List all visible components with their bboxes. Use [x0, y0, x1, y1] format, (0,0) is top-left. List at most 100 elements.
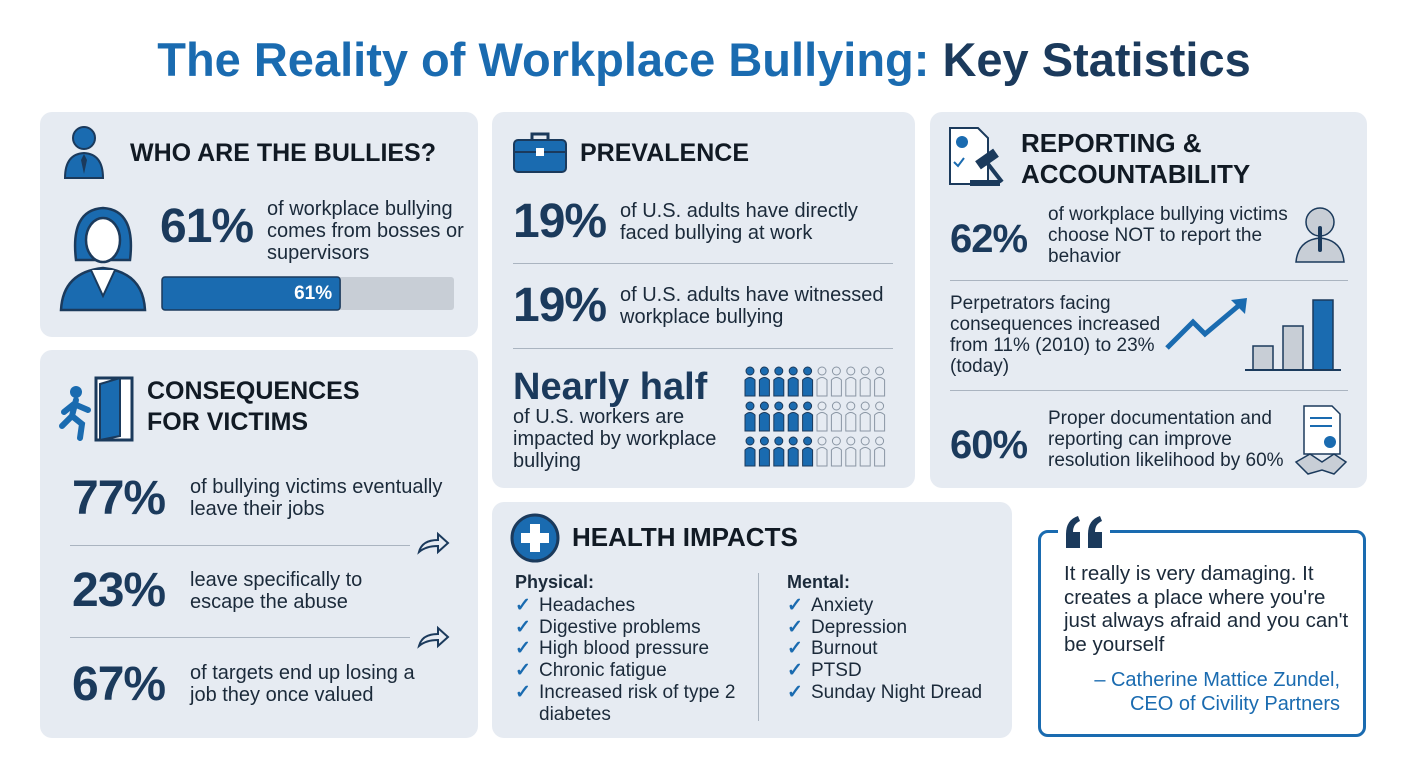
- person-figure: [744, 401, 756, 432]
- bar-label: 61%: [294, 283, 332, 304]
- person-body: [773, 447, 785, 467]
- prevalence-stat: 19%: [513, 279, 607, 332]
- reporting-text: Perpetrators facing consequences increas…: [950, 293, 1161, 377]
- person-head: [803, 366, 813, 376]
- people-grid: [744, 366, 886, 467]
- mental-list: AnxietyDepressionBurnoutPTSDSunday Night…: [787, 595, 1002, 704]
- person-head: [846, 401, 856, 411]
- person-head: [745, 366, 755, 376]
- person-body: [744, 412, 756, 432]
- bullies-stat: 61%: [160, 200, 254, 253]
- person-body: [802, 447, 814, 467]
- separator: [70, 637, 410, 638]
- person-figure: [773, 401, 785, 432]
- person-head: [817, 436, 827, 446]
- person-head: [803, 401, 813, 411]
- consequence-text: of targets end up losing a job they once…: [190, 662, 415, 706]
- person-body: [845, 447, 857, 467]
- physical-list: HeadachesDigestive problemsHigh blood pr…: [515, 595, 740, 725]
- person-body: [874, 412, 886, 432]
- person-body: [830, 447, 842, 467]
- prevalence-highlight-text: of U.S. workers are impacted by workplac…: [513, 406, 717, 472]
- person-body: [874, 447, 886, 467]
- person-head: [846, 366, 856, 376]
- person-body: [816, 377, 828, 397]
- person-head: [745, 401, 755, 411]
- handshake-document-icon: [1294, 405, 1348, 475]
- quote-text: It really is very damaging. It creates a…: [1064, 562, 1349, 656]
- person-figure: [802, 401, 814, 432]
- person-head: [860, 366, 870, 376]
- health-heading: HEALTH IMPACTS: [572, 522, 798, 552]
- reporting-stat: 62%: [950, 217, 1028, 261]
- physical-label: Physical:: [515, 572, 595, 592]
- bullies-bar: 61%: [161, 276, 454, 311]
- person-head: [803, 436, 813, 446]
- person-head: [817, 366, 827, 376]
- person-body: [830, 377, 842, 397]
- person-body: [830, 412, 842, 432]
- person-figure: [787, 366, 799, 397]
- consequence-text: leave specifically to escape the abuse: [190, 569, 363, 613]
- person-head: [788, 401, 798, 411]
- person-figure: [816, 366, 828, 397]
- reporting-text: of workplace bullying victims choose NOT…: [1048, 204, 1288, 267]
- person-head: [774, 436, 784, 446]
- consequence-stat: 23%: [72, 564, 166, 617]
- health-item: Digestive problems: [515, 617, 740, 639]
- person-body: [758, 412, 770, 432]
- person-head: [788, 436, 798, 446]
- person-figure: [802, 436, 814, 467]
- person-head: [875, 436, 885, 446]
- person-body: [787, 377, 799, 397]
- person-body: [787, 412, 799, 432]
- person-figure: [816, 436, 828, 467]
- person-body: [758, 377, 770, 397]
- person-head: [846, 436, 856, 446]
- person-head: [831, 436, 841, 446]
- health-item: Burnout: [787, 638, 1002, 660]
- person-body: [816, 412, 828, 432]
- title-main: The Reality of Workplace Bullying:: [157, 33, 930, 86]
- consequence-stat: 67%: [72, 658, 166, 711]
- person-figure: [758, 401, 770, 432]
- consequence-stat: 77%: [72, 472, 166, 525]
- silent-person-icon: [1295, 207, 1345, 263]
- person-figure: [845, 401, 857, 432]
- reporting-stat: 60%: [950, 423, 1028, 467]
- quote-author: – Catherine Mattice Zundel,: [1094, 669, 1340, 691]
- prevalence-text: of U.S. adults have witnessed workplace …: [620, 284, 884, 328]
- prevalence-stat: 19%: [513, 195, 607, 248]
- person-figure: [845, 366, 857, 397]
- bar-fill: [161, 276, 341, 311]
- consequences-heading: CONSEQUENCES FOR VICTIMS: [147, 377, 360, 436]
- mental-label: Mental:: [787, 572, 850, 592]
- person-figure: [773, 366, 785, 397]
- prevalence-panel: [492, 112, 915, 488]
- person-body: [816, 447, 828, 467]
- person-body: [845, 377, 857, 397]
- person-head: [875, 366, 885, 376]
- person-body: [802, 412, 814, 432]
- quote-role: CEO of Civility Partners: [1129, 693, 1340, 715]
- person-body: [744, 377, 756, 397]
- separator: [950, 280, 1348, 281]
- page-title: The Reality of Workplace Bullying: Key S…: [0, 32, 1408, 87]
- separator: [513, 263, 893, 264]
- person-body: [744, 447, 756, 467]
- person-figure: [758, 436, 770, 467]
- person-body: [845, 412, 857, 432]
- supervisor-icon: [59, 206, 147, 312]
- person-figure: [830, 436, 842, 467]
- person-figure: [787, 401, 799, 432]
- health-item: PTSD: [787, 660, 1002, 682]
- reporting-panel: [930, 112, 1367, 488]
- person-figure: [845, 436, 857, 467]
- trend-icon: [1165, 298, 1341, 371]
- health-item: Depression: [787, 617, 1002, 639]
- person-figure: [816, 401, 828, 432]
- prevalence-highlight: Nearly half: [513, 366, 708, 408]
- gavel-document-icon: [949, 127, 1004, 186]
